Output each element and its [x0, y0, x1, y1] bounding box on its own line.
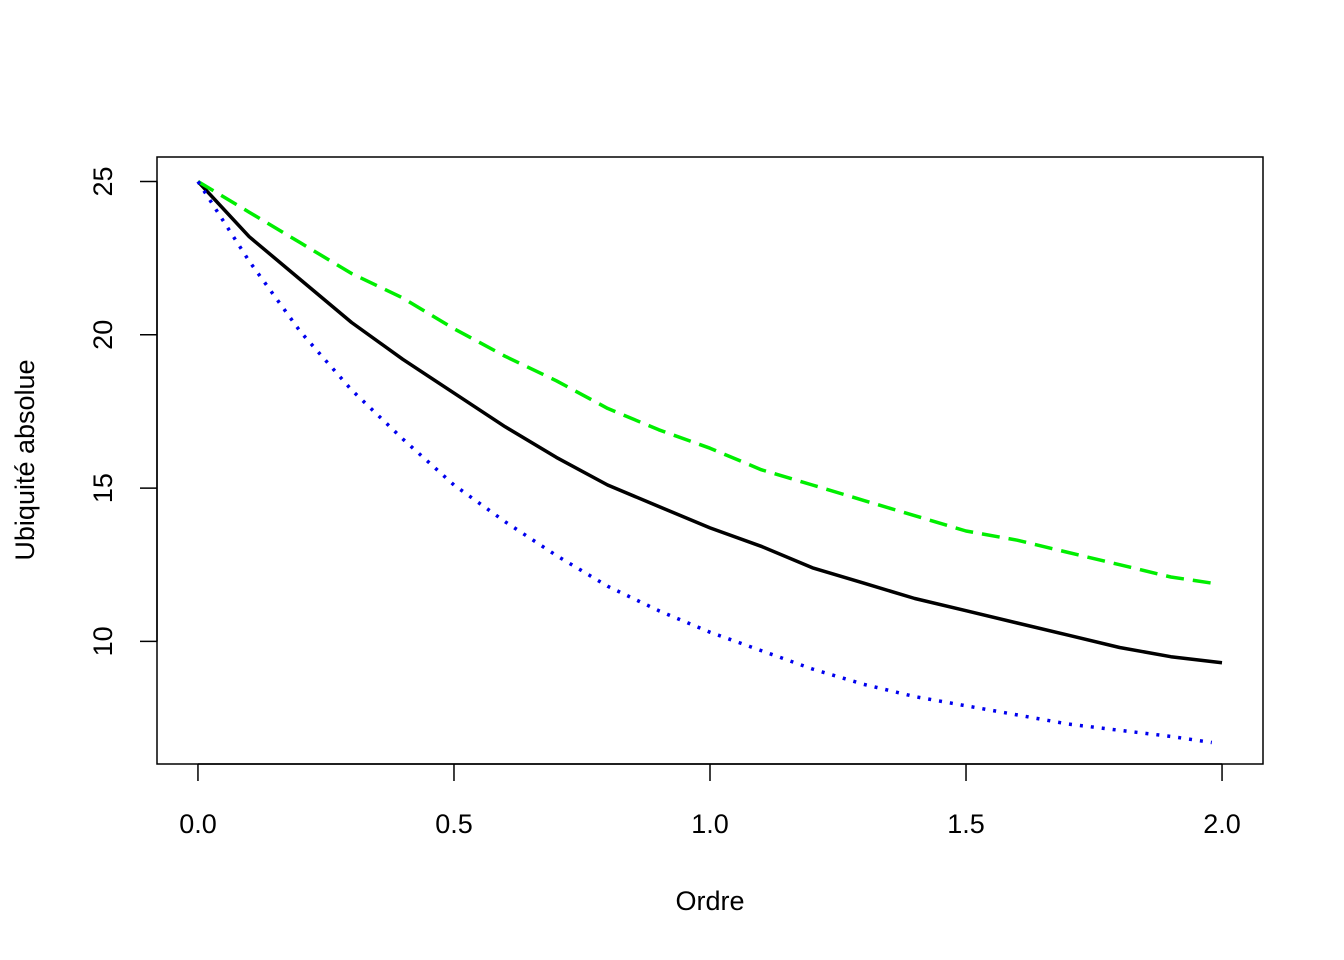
y-axis-label: Ubiquité absolue: [10, 359, 40, 560]
x-axis: 0.0 0.5 1.0 1.5 2.0: [179, 763, 1241, 839]
x-tick-label: 0.0: [179, 809, 217, 839]
y-tick-label: 25: [88, 166, 118, 196]
y-tick-label: 15: [88, 473, 118, 503]
x-tick-label: 0.5: [435, 809, 473, 839]
x-tick-label: 2.0: [1203, 809, 1241, 839]
y-tick-label: 20: [88, 320, 118, 350]
x-axis-label: Ordre: [675, 886, 744, 916]
x-tick-label: 1.5: [947, 809, 985, 839]
plot-frame: [156, 156, 1264, 765]
x-tick-label: 1.0: [691, 809, 729, 839]
y-axis: 10 15 20 25: [88, 166, 158, 656]
y-tick-label: 10: [88, 626, 118, 656]
series-line-2: [197, 179, 1213, 585]
series-layer: [196, 179, 1223, 745]
series-line-1: [196, 180, 1223, 665]
series-line-3: [196, 180, 1213, 745]
